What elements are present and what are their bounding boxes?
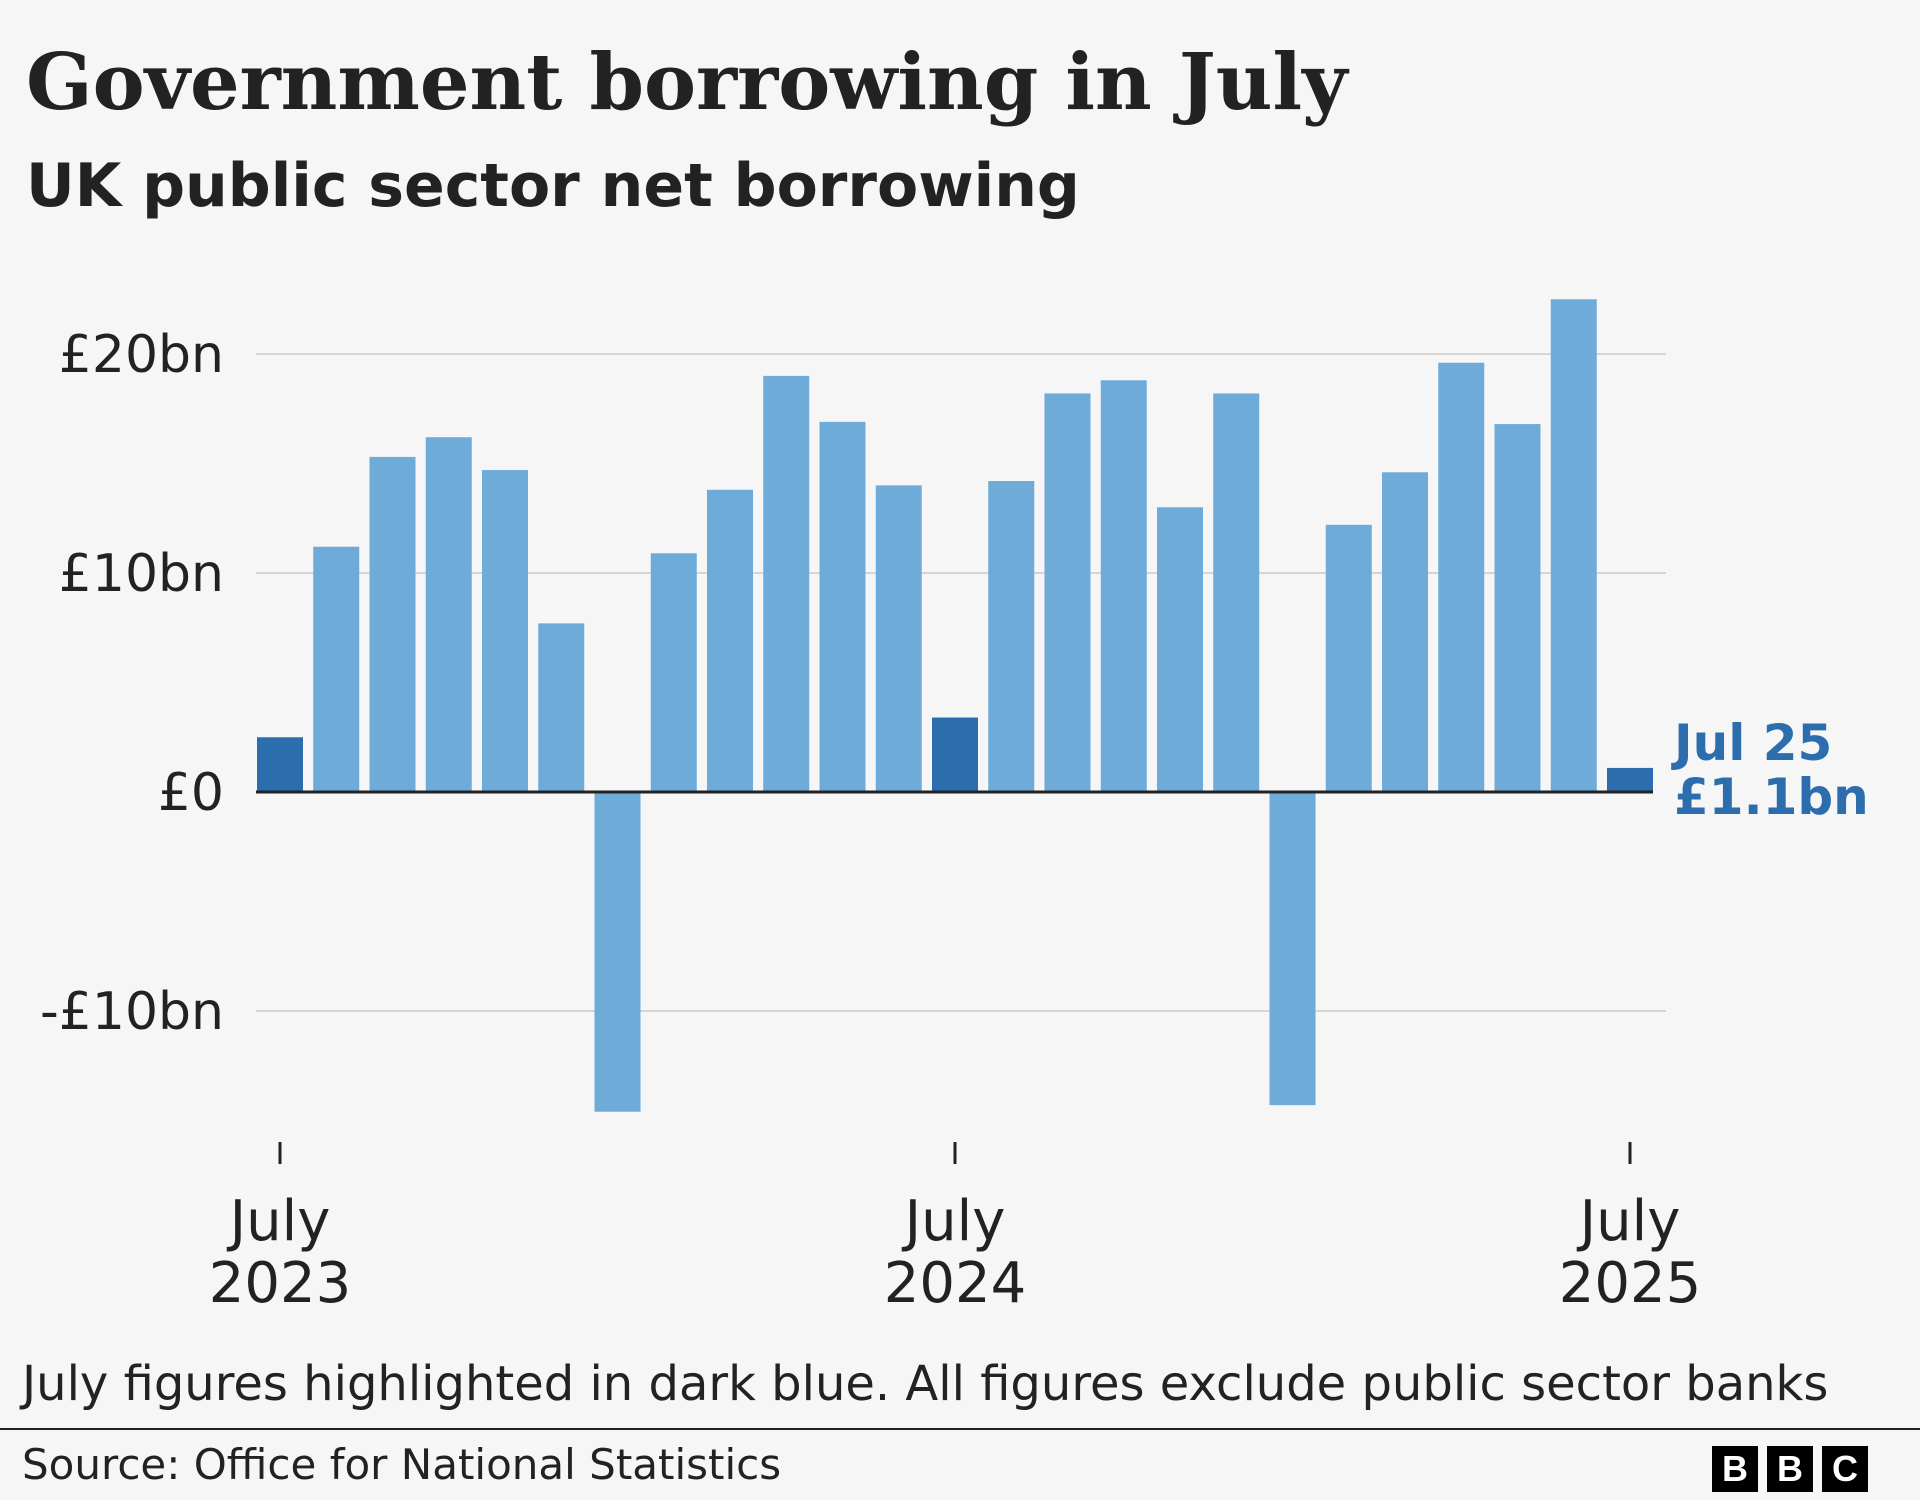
x-tick-label-year: 2025 [1559, 1251, 1702, 1316]
bar-aug-23 [313, 546, 360, 792]
bar-oct-24 [1100, 380, 1147, 792]
bar-sep-24 [1044, 393, 1091, 792]
footer-divider [0, 1428, 1920, 1430]
bar-may-25 [1494, 424, 1541, 792]
bar-dec-24 [1213, 393, 1260, 792]
bar-mar-25 [1382, 472, 1428, 792]
y-tick-label: £0 [158, 763, 224, 823]
bar-sep-23 [369, 456, 416, 792]
bar-jul-23 [257, 737, 303, 792]
x-tick-label-year: 2023 [209, 1251, 352, 1316]
chart-title: Government borrowing in July [26, 37, 1348, 128]
bar-nov-24 [1157, 507, 1203, 792]
bar-jul-24 [932, 717, 978, 792]
bar-apr-25 [1438, 362, 1485, 792]
bbc-logo-letter: B [1712, 1446, 1758, 1492]
bar-jun-25 [1550, 299, 1597, 792]
bbc-logo-letter: C [1822, 1446, 1868, 1492]
bar-nov-23 [482, 470, 528, 792]
bar-feb-24 [650, 553, 697, 792]
bar-jan-25 [1269, 792, 1316, 1106]
bar-aug-24 [988, 481, 1035, 792]
bar-feb-25 [1325, 524, 1372, 792]
annotation-value: £1.1bn [1674, 768, 1869, 826]
bar-dec-23 [538, 623, 585, 792]
footnote: July figures highlighted in dark blue. A… [22, 1356, 1829, 1412]
annotation: Jul 25 £1.1bn [1671, 714, 1869, 826]
y-tick-label: £10bn [59, 544, 224, 604]
x-tick-label-month: July [1577, 1189, 1681, 1254]
y-tick-label: -£10bn [40, 982, 224, 1042]
bar-mar-24 [707, 489, 753, 792]
chart-subtitle: UK public sector net borrowing [26, 151, 1080, 221]
bars [257, 299, 1653, 1112]
bar-apr-24 [763, 375, 810, 792]
x-tick-label-year: 2024 [884, 1251, 1027, 1316]
annotation-label: Jul 25 [1671, 714, 1832, 772]
source-note: Source: Office for National Statistics [22, 1440, 782, 1489]
bar-jan-24 [594, 792, 641, 1112]
x-tick-label-month: July [227, 1189, 331, 1254]
bar-oct-23 [425, 437, 472, 792]
y-axis-labels: £20bn £10bn £0 -£10bn [40, 325, 224, 1042]
bar-may-24 [819, 421, 866, 792]
y-tick-label: £20bn [59, 325, 224, 385]
bar-jul-25 [1607, 767, 1653, 792]
x-tick-label-month: July [902, 1189, 1006, 1254]
bbc-logo: B B C [1712, 1446, 1868, 1492]
bbc-logo-letter: B [1767, 1446, 1813, 1492]
bar-jun-24 [875, 485, 922, 792]
